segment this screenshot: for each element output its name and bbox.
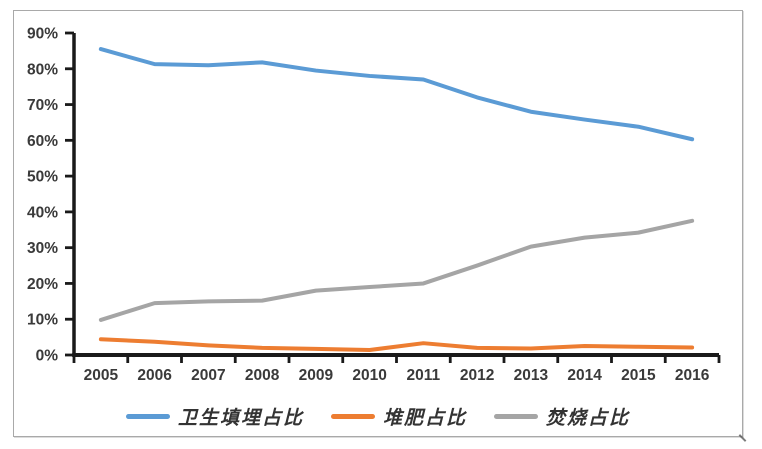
x-axis-tick-label: 2010 xyxy=(352,367,386,384)
x-axis-tick-label: 2007 xyxy=(191,367,225,384)
y-axis-tick-label: 50% xyxy=(27,169,58,186)
y-axis-tick-label: 40% xyxy=(27,204,58,221)
legend-swatch-compost-icon xyxy=(330,413,375,419)
legend-swatch-landfill-icon xyxy=(125,413,170,419)
x-axis-tick-label: 2014 xyxy=(567,367,602,384)
y-axis-tick-label: 60% xyxy=(27,133,58,150)
x-axis-tick-label: 2005 xyxy=(84,367,119,384)
line-chart: 0% 10% 20% 30% 40% 50% 60% 70% 80% 90% 2005 2006 200… xyxy=(27,26,721,384)
legend-label-landfill: 卫生填埋占比 xyxy=(177,407,304,429)
legend-item-compost: 堆肥占比 xyxy=(330,403,467,430)
series-line-2 xyxy=(98,218,695,322)
legend-label-compost: 堆肥占比 xyxy=(382,407,467,429)
y-axis-tick-label: 20% xyxy=(27,276,58,293)
chart-panel: 0% 10% 20% 30% 40% 50% 60% 70% 80% 90% 2005 2006 200… xyxy=(13,10,747,442)
x-axis-tick-label: 2016 xyxy=(675,367,710,384)
legend-swatch-incineration-icon xyxy=(494,413,538,419)
legend-item-incineration: 焚烧占比 xyxy=(494,403,630,430)
resize-handle-icon xyxy=(738,434,747,442)
y-axis-tick-label: 90% xyxy=(27,26,58,43)
y-axis-tick-label: 30% xyxy=(27,240,58,257)
y-axis-tick-label: 80% xyxy=(27,61,58,78)
y-axis-tick-label: 70% xyxy=(27,97,58,114)
y-axis-tick-label: 0% xyxy=(36,348,59,365)
series-line-1 xyxy=(98,337,695,352)
series-line-0 xyxy=(98,47,695,142)
legend-label-incineration: 焚烧占比 xyxy=(546,407,631,429)
x-axis-tick-label: 2013 xyxy=(514,367,549,384)
x-axis-tick-label: 2012 xyxy=(460,367,494,384)
chart-legend: 卫生填埋占比 堆肥占比 焚烧占比 xyxy=(14,403,742,429)
x-axis-tick-label: 2011 xyxy=(407,367,441,384)
x-axis-tick-label: 2006 xyxy=(137,367,172,384)
x-axis-tick-label: 2008 xyxy=(245,367,280,384)
x-axis-tick-label: 2009 xyxy=(299,367,334,384)
legend-item-landfill: 卫生填埋占比 xyxy=(125,403,304,430)
y-axis-tick-label: 10% xyxy=(27,312,58,329)
x-axis-tick-label: 2015 xyxy=(621,367,656,384)
